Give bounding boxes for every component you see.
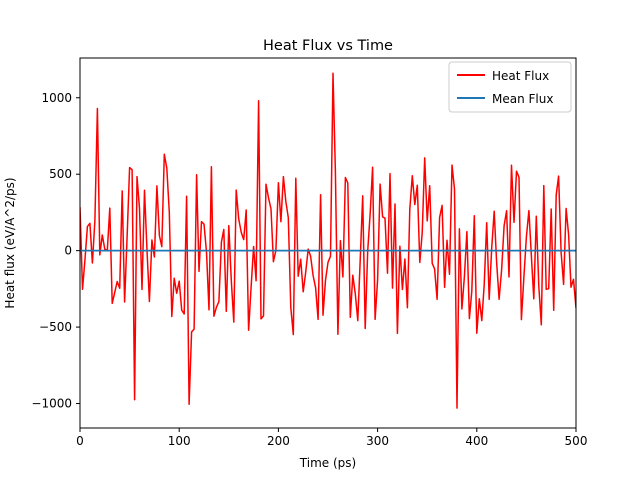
series-line-heat-flux — [80, 72, 576, 409]
legend-label-mean-flux: Mean Flux — [492, 92, 553, 106]
x-axis-label: Time (ps) — [299, 456, 356, 470]
x-tick-label: 400 — [465, 434, 488, 448]
chart-title: Heat Flux vs Time — [263, 38, 393, 54]
legend-label-heat-flux: Heat Flux — [492, 69, 549, 83]
axes-ticks: 0 100 200 300 400 500 −1000 −500 0 500 1000 — [31, 91, 587, 448]
x-tick-label: 200 — [267, 434, 290, 448]
y-tick-label: 1000 — [41, 91, 72, 105]
y-tick-label: 500 — [49, 167, 72, 181]
plot-frame — [79, 57, 577, 429]
plot-area — [79, 57, 577, 429]
y-tick-label: −1000 — [31, 397, 72, 411]
x-tick-label: 500 — [565, 434, 588, 448]
y-axis-label: Heat flux (eV/A^2/ps) — [3, 177, 17, 308]
y-tick-label: 0 — [64, 244, 72, 258]
x-tick-label: 300 — [366, 434, 389, 448]
plot-background — [80, 58, 576, 428]
y-tick-label: −500 — [39, 320, 72, 334]
x-tick-label: 100 — [168, 434, 191, 448]
x-tick-label: 0 — [76, 434, 84, 448]
legend: Heat Flux Mean Flux — [448, 61, 572, 113]
